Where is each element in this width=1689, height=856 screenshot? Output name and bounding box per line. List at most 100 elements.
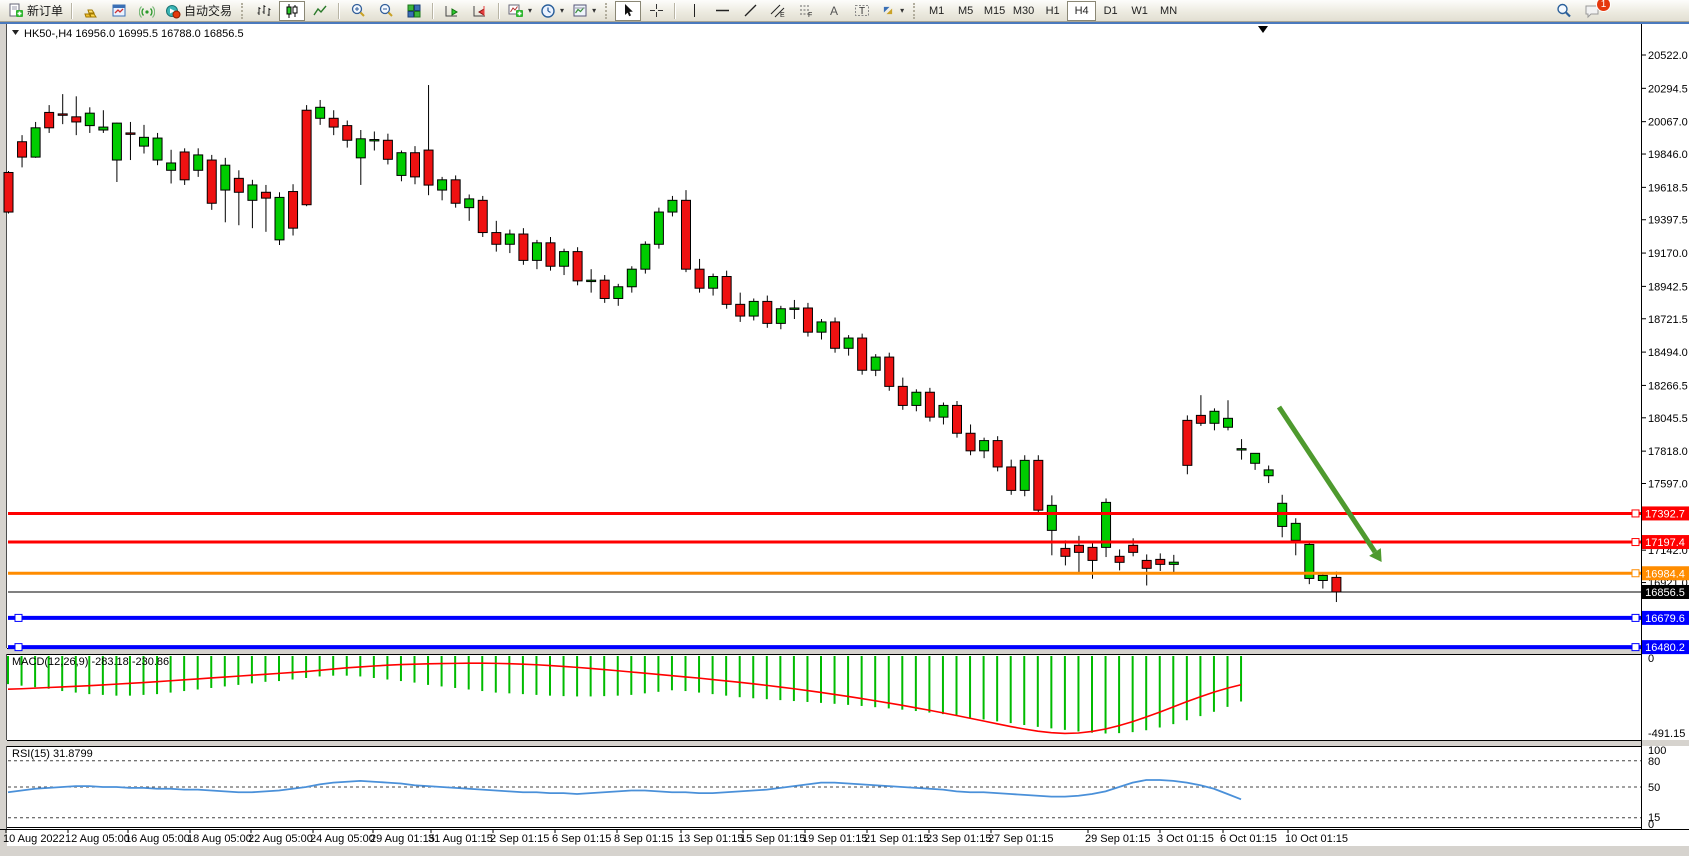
symbol-dropdown-icon[interactable] <box>12 30 19 35</box>
date-tick-label: 2 Sep 01:15 <box>490 833 549 845</box>
zoom-out-button[interactable] <box>373 1 399 21</box>
candle-body <box>992 440 1003 468</box>
candle-body <box>193 154 204 171</box>
new-order-button[interactable]: 新订单 <box>5 1 66 21</box>
notification-badge[interactable]: 1 <box>1596 0 1611 12</box>
vertical-line-tool[interactable] <box>681 1 707 21</box>
toolbar-drag-handle[interactable] <box>241 2 245 19</box>
line-chart-button[interactable] <box>307 1 333 21</box>
timeframe-m5[interactable]: M5 <box>957 4 974 17</box>
svg-text:16856.5: 16856.5 <box>1645 587 1685 599</box>
timeframe-mn[interactable]: MN <box>1160 4 1178 17</box>
timeframe-h4[interactable]: H4 <box>1067 0 1097 21</box>
fibonacci-tool[interactable]: F <box>793 1 819 21</box>
candle-body <box>152 137 163 161</box>
toolbar-drag-handle[interactable] <box>913 2 917 19</box>
timeframe-d1[interactable]: D1 <box>1103 4 1118 17</box>
candle-body <box>179 151 190 181</box>
candle-body <box>613 286 624 299</box>
signals-button[interactable] <box>134 1 160 21</box>
chat-button[interactable]: 1 <box>1579 0 1611 21</box>
svg-text:18045.5: 18045.5 <box>1648 413 1688 425</box>
candle-body <box>423 149 434 186</box>
date-tick-label: 6 Oct 01:15 <box>1220 833 1277 845</box>
chart-title-ohlc: HK50-,H4 16956.0 16995.5 16788.0 16856.5 <box>24 28 244 40</box>
timeframe-m30[interactable]: M30 <box>1012 4 1035 17</box>
candle-body <box>1019 459 1030 491</box>
timeframe-w1[interactable]: W1 <box>1131 4 1148 17</box>
dropdown-caret[interactable]: ▾ <box>900 6 905 15</box>
candle-body <box>1155 558 1166 565</box>
date-tick-label: 23 Sep 01:15 <box>926 833 991 845</box>
svg-text:19170.0: 19170.0 <box>1648 248 1688 260</box>
candle-body <box>84 112 95 127</box>
timeframe-h1[interactable]: H1 <box>1045 4 1060 17</box>
add-indicator-button[interactable]: ▾ <box>505 1 535 21</box>
tile-windows-button[interactable] <box>401 1 427 21</box>
candle-body <box>3 171 14 213</box>
candle-body <box>965 432 976 452</box>
line-handle[interactable] <box>1631 643 1640 652</box>
line-handle[interactable] <box>1631 569 1640 578</box>
candlestick-chart-button[interactable] <box>279 0 306 21</box>
line-handle[interactable] <box>1631 538 1640 547</box>
equidistant-channel-tool[interactable]: E <box>765 1 791 21</box>
toolbar-separator <box>498 2 501 19</box>
timeframe-m1[interactable]: M1 <box>928 4 945 17</box>
candle-body <box>843 337 854 349</box>
auto-scroll-button[interactable] <box>439 1 465 21</box>
chart-window-button[interactable] <box>106 1 132 21</box>
zoom-in-button[interactable] <box>345 1 371 21</box>
candle-body <box>762 300 773 324</box>
candle-body <box>653 211 664 245</box>
templates-button[interactable]: ▾ <box>569 1 599 21</box>
chart-shift-button[interactable] <box>467 1 493 21</box>
candle-body <box>735 303 746 317</box>
text-label-tool[interactable]: T <box>849 1 875 21</box>
line-handle[interactable] <box>14 613 23 622</box>
svg-text:18494.0: 18494.0 <box>1648 347 1688 359</box>
candle-body <box>721 276 732 305</box>
cursor-tool-button[interactable] <box>615 0 642 21</box>
text-tool[interactable]: A <box>821 1 847 21</box>
toolbar-drag-handle[interactable] <box>605 2 609 19</box>
candle-body <box>437 179 448 191</box>
auto-trading-button[interactable]: 自动交易 <box>162 1 235 21</box>
period-button[interactable]: ▾ <box>537 1 567 21</box>
quotes-button[interactable] <box>78 1 104 21</box>
chart-shift-marker[interactable] <box>1258 26 1268 33</box>
vertical-line-icon <box>693 4 695 17</box>
search-button[interactable] <box>1551 1 1577 21</box>
candle-body <box>518 233 529 261</box>
candle-body <box>1304 543 1315 579</box>
candle-body <box>816 321 827 333</box>
dropdown-caret[interactable]: ▾ <box>592 6 597 15</box>
trend-arrow[interactable] <box>1276 405 1382 563</box>
line-handle[interactable] <box>14 643 23 652</box>
crosshair-tool-button[interactable] <box>643 1 669 21</box>
candle-body <box>450 179 461 204</box>
date-tick-label: 29 Sep 01:15 <box>1085 833 1150 845</box>
candle-body <box>694 268 705 289</box>
trendline-tool[interactable] <box>737 1 763 21</box>
panel-splitter[interactable] <box>0 648 1689 654</box>
candle-body <box>979 440 990 452</box>
svg-text:17392.7: 17392.7 <box>1645 508 1685 520</box>
arrows-tool[interactable]: ▾ <box>877 1 907 21</box>
line-handle[interactable] <box>1631 509 1640 518</box>
date-tick-label: 15 Sep 01:15 <box>740 833 805 845</box>
svg-text:F: F <box>808 12 812 18</box>
timeframe-m15[interactable]: M15 <box>983 4 1006 17</box>
candle-body <box>17 141 28 158</box>
panel-splitter[interactable] <box>0 740 1689 746</box>
dropdown-caret[interactable]: ▾ <box>528 6 533 15</box>
fibonacci-icon: F <box>800 5 812 18</box>
dropdown-caret[interactable]: ▾ <box>560 6 565 15</box>
bar-chart-button[interactable] <box>251 1 277 21</box>
horizontal-line-tool[interactable] <box>709 1 735 21</box>
candle-body <box>1168 561 1179 565</box>
line-handle[interactable] <box>1631 613 1640 622</box>
candlestick-chart-icon <box>286 3 298 18</box>
